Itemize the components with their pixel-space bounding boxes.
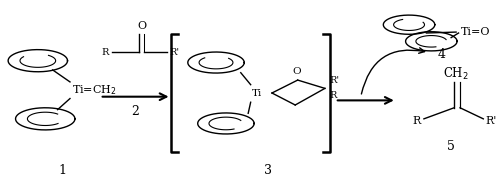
Text: 5: 5 [447, 140, 455, 153]
Text: Ti=O: Ti=O [461, 27, 490, 37]
Text: O: O [137, 21, 146, 31]
Text: R': R' [330, 76, 340, 85]
Text: 3: 3 [264, 164, 272, 177]
Text: R': R' [486, 116, 497, 126]
Text: 4: 4 [437, 48, 445, 61]
Text: Ti=CH$_2$: Ti=CH$_2$ [72, 83, 117, 97]
Text: R: R [412, 116, 420, 126]
Text: R: R [330, 91, 337, 100]
Text: Ti: Ti [252, 89, 262, 97]
Text: 2: 2 [132, 105, 140, 118]
Text: 1: 1 [58, 164, 66, 177]
Text: R': R' [169, 48, 179, 57]
Text: CH$_2$: CH$_2$ [443, 66, 469, 82]
Text: O: O [292, 67, 301, 76]
Text: R: R [101, 48, 108, 57]
